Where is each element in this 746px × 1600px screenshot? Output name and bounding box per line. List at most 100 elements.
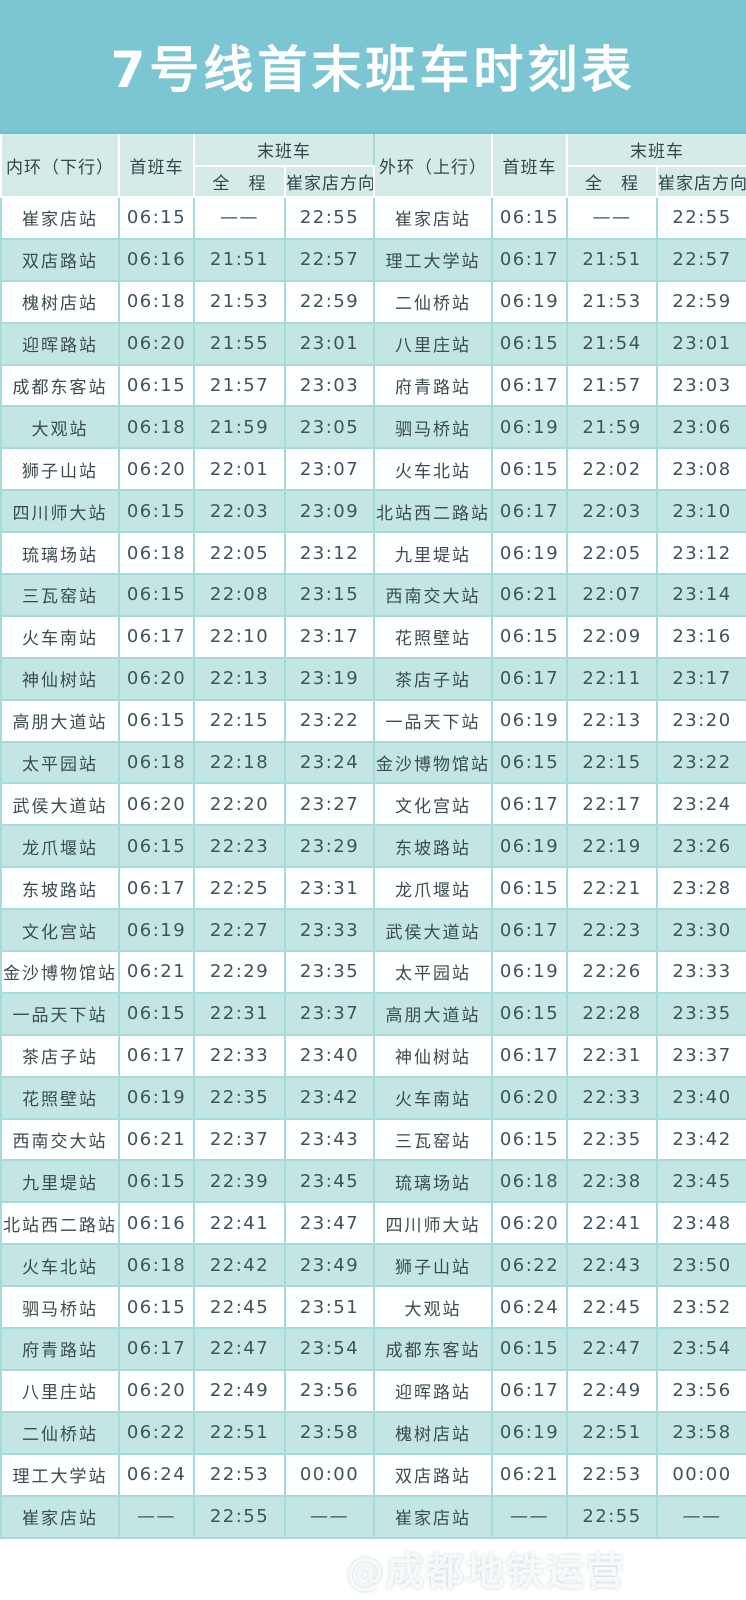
time-cell: 06:15 bbox=[118, 824, 195, 869]
time-cell: 23:51 bbox=[284, 1285, 375, 1330]
time-cell: 22:49 bbox=[193, 1368, 286, 1413]
time-cell: 23:10 bbox=[656, 489, 746, 534]
time-cell: 06:15 bbox=[118, 196, 195, 240]
station-cell: 高朋大道站 bbox=[373, 991, 493, 1036]
station-cell: 理工大学站 bbox=[373, 237, 493, 282]
table-row: 一品天下站 06:15 22:31 23:37 高朋大道站 06:15 22:28 23:35 bbox=[0, 991, 746, 1036]
time-cell: 06:16 bbox=[118, 237, 195, 282]
station-cell: 东坡路站 bbox=[0, 866, 120, 911]
station-cell: 八里庄站 bbox=[373, 321, 493, 366]
col-header-outer-last-train: 末班车 bbox=[566, 131, 746, 167]
station-cell: 火车南站 bbox=[0, 614, 120, 659]
time-cell: 22:07 bbox=[566, 573, 658, 617]
table-row: 崔家店站 —— 22:55 —— 崔家店站 —— 22:55 —— bbox=[0, 1494, 746, 1539]
table-row: 迎晖路站 06:20 21:55 23:01 八里庄站 06:15 21:54 23:01 bbox=[0, 321, 746, 366]
station-cell: 火车北站 bbox=[373, 447, 493, 492]
time-cell: 06:15 bbox=[491, 1117, 568, 1162]
time-cell: 00:00 bbox=[284, 1452, 375, 1497]
time-cell: 23:52 bbox=[656, 1285, 746, 1330]
station-cell: 文化宫站 bbox=[0, 908, 120, 953]
col-header-inner-first-train: 首班车 bbox=[118, 131, 195, 198]
station-cell: 崔家店站 bbox=[0, 196, 120, 240]
time-cell: 22:08 bbox=[193, 573, 286, 617]
time-cell: 22:15 bbox=[193, 698, 286, 743]
time-cell: 22:45 bbox=[566, 1285, 658, 1330]
time-cell: 21:57 bbox=[566, 363, 658, 408]
time-cell: 22:55 bbox=[284, 196, 375, 240]
table-row: 三瓦窑站 06:15 22:08 23:15 西南交大站 06:21 22:07 23:14 bbox=[0, 573, 746, 617]
time-cell: —— bbox=[193, 196, 286, 240]
header-row-top: 内环（下行） 首班车 末班车 外环（上行） 首班车 末班车 bbox=[0, 131, 746, 198]
time-cell: 22:05 bbox=[193, 531, 286, 576]
time-cell: 21:53 bbox=[566, 279, 658, 324]
time-cell: 23:22 bbox=[284, 698, 375, 743]
station-cell: 高朋大道站 bbox=[0, 698, 120, 743]
table-row: 二仙桥站 06:22 22:51 23:58 槐树店站 06:19 22:51 23:58 bbox=[0, 1410, 746, 1455]
time-cell: 22:27 bbox=[193, 908, 286, 953]
time-cell: 23:12 bbox=[284, 531, 375, 576]
station-cell: 金沙博物馆站 bbox=[373, 740, 493, 785]
station-cell: 东坡路站 bbox=[373, 824, 493, 869]
time-cell: 06:15 bbox=[491, 196, 568, 240]
time-cell: 06:20 bbox=[118, 656, 195, 701]
station-cell: 一品天下站 bbox=[0, 991, 120, 1036]
table-row: 府青路站 06:17 22:47 23:54 成都东客站 06:15 22:47 23:54 bbox=[0, 1327, 746, 1371]
time-cell: 06:17 bbox=[118, 866, 195, 911]
time-cell: 06:22 bbox=[118, 1410, 195, 1455]
time-cell: 22:26 bbox=[566, 950, 658, 994]
table-row: 崔家店站 06:15 —— 22:55 崔家店站 06:15 —— 22:55 bbox=[0, 196, 746, 240]
station-cell: 花照壁站 bbox=[373, 614, 493, 659]
time-cell: 22:51 bbox=[193, 1410, 286, 1455]
time-cell: 22:28 bbox=[566, 991, 658, 1036]
time-cell: 23:48 bbox=[656, 1201, 746, 1246]
time-cell: 06:15 bbox=[491, 321, 568, 366]
table-row: 高朋大道站 06:15 22:15 23:22 一品天下站 06:19 22:13 23:20 bbox=[0, 698, 746, 743]
time-cell: 22:53 bbox=[566, 1452, 658, 1497]
time-cell: 06:21 bbox=[491, 1452, 568, 1497]
time-cell: 06:20 bbox=[118, 782, 195, 827]
time-cell: 22:33 bbox=[193, 1033, 286, 1078]
time-cell: 23:50 bbox=[656, 1243, 746, 1288]
station-cell: 九里堤站 bbox=[373, 531, 493, 576]
time-cell: 22:23 bbox=[566, 908, 658, 953]
time-cell: 23:29 bbox=[284, 824, 375, 869]
station-cell: 狮子山站 bbox=[373, 1243, 493, 1288]
time-cell: —— bbox=[118, 1494, 195, 1539]
time-cell: 06:19 bbox=[491, 950, 568, 994]
time-cell: 06:15 bbox=[491, 614, 568, 659]
station-cell: 迎晖路站 bbox=[373, 1368, 493, 1413]
time-cell: 06:18 bbox=[118, 405, 195, 450]
station-cell: 四川师大站 bbox=[0, 489, 120, 534]
time-cell: 21:55 bbox=[193, 321, 286, 366]
time-cell: 06:15 bbox=[118, 363, 195, 408]
time-cell: 06:17 bbox=[491, 782, 568, 827]
watermark: @成都地铁运营 bbox=[286, 1538, 666, 1598]
time-cell: 23:03 bbox=[656, 363, 746, 408]
time-cell: 22:19 bbox=[566, 824, 658, 869]
time-cell: 22:33 bbox=[566, 1075, 658, 1120]
time-cell: 22:23 bbox=[193, 824, 286, 869]
station-cell: 北站西二路站 bbox=[0, 1201, 120, 1246]
col-header-inner-direction: 内环（下行） bbox=[0, 131, 120, 198]
station-cell: 神仙树站 bbox=[0, 656, 120, 701]
time-cell: 06:17 bbox=[491, 489, 568, 534]
station-cell: 西南交大站 bbox=[0, 1117, 120, 1162]
time-cell: 06:15 bbox=[491, 447, 568, 492]
time-cell: 22:43 bbox=[566, 1243, 658, 1288]
time-cell: 22:31 bbox=[566, 1033, 658, 1078]
station-cell: 驷马桥站 bbox=[0, 1285, 120, 1330]
time-cell: 23:33 bbox=[656, 950, 746, 994]
time-cell: 06:18 bbox=[118, 1243, 195, 1288]
station-cell: 府青路站 bbox=[373, 363, 493, 408]
time-cell: 06:15 bbox=[118, 1159, 195, 1204]
time-cell: 23:14 bbox=[656, 573, 746, 617]
time-cell: 06:19 bbox=[118, 1075, 195, 1120]
time-cell: 06:20 bbox=[491, 1075, 568, 1120]
page-title: 7号线首末班车时刻表 bbox=[110, 40, 636, 99]
time-cell: —— bbox=[284, 1494, 375, 1539]
station-cell: 崔家店站 bbox=[373, 196, 493, 240]
time-cell: 22:55 bbox=[656, 196, 746, 240]
time-cell: 06:19 bbox=[491, 405, 568, 450]
station-cell: 驷马桥站 bbox=[373, 405, 493, 450]
time-cell: 00:00 bbox=[656, 1452, 746, 1497]
